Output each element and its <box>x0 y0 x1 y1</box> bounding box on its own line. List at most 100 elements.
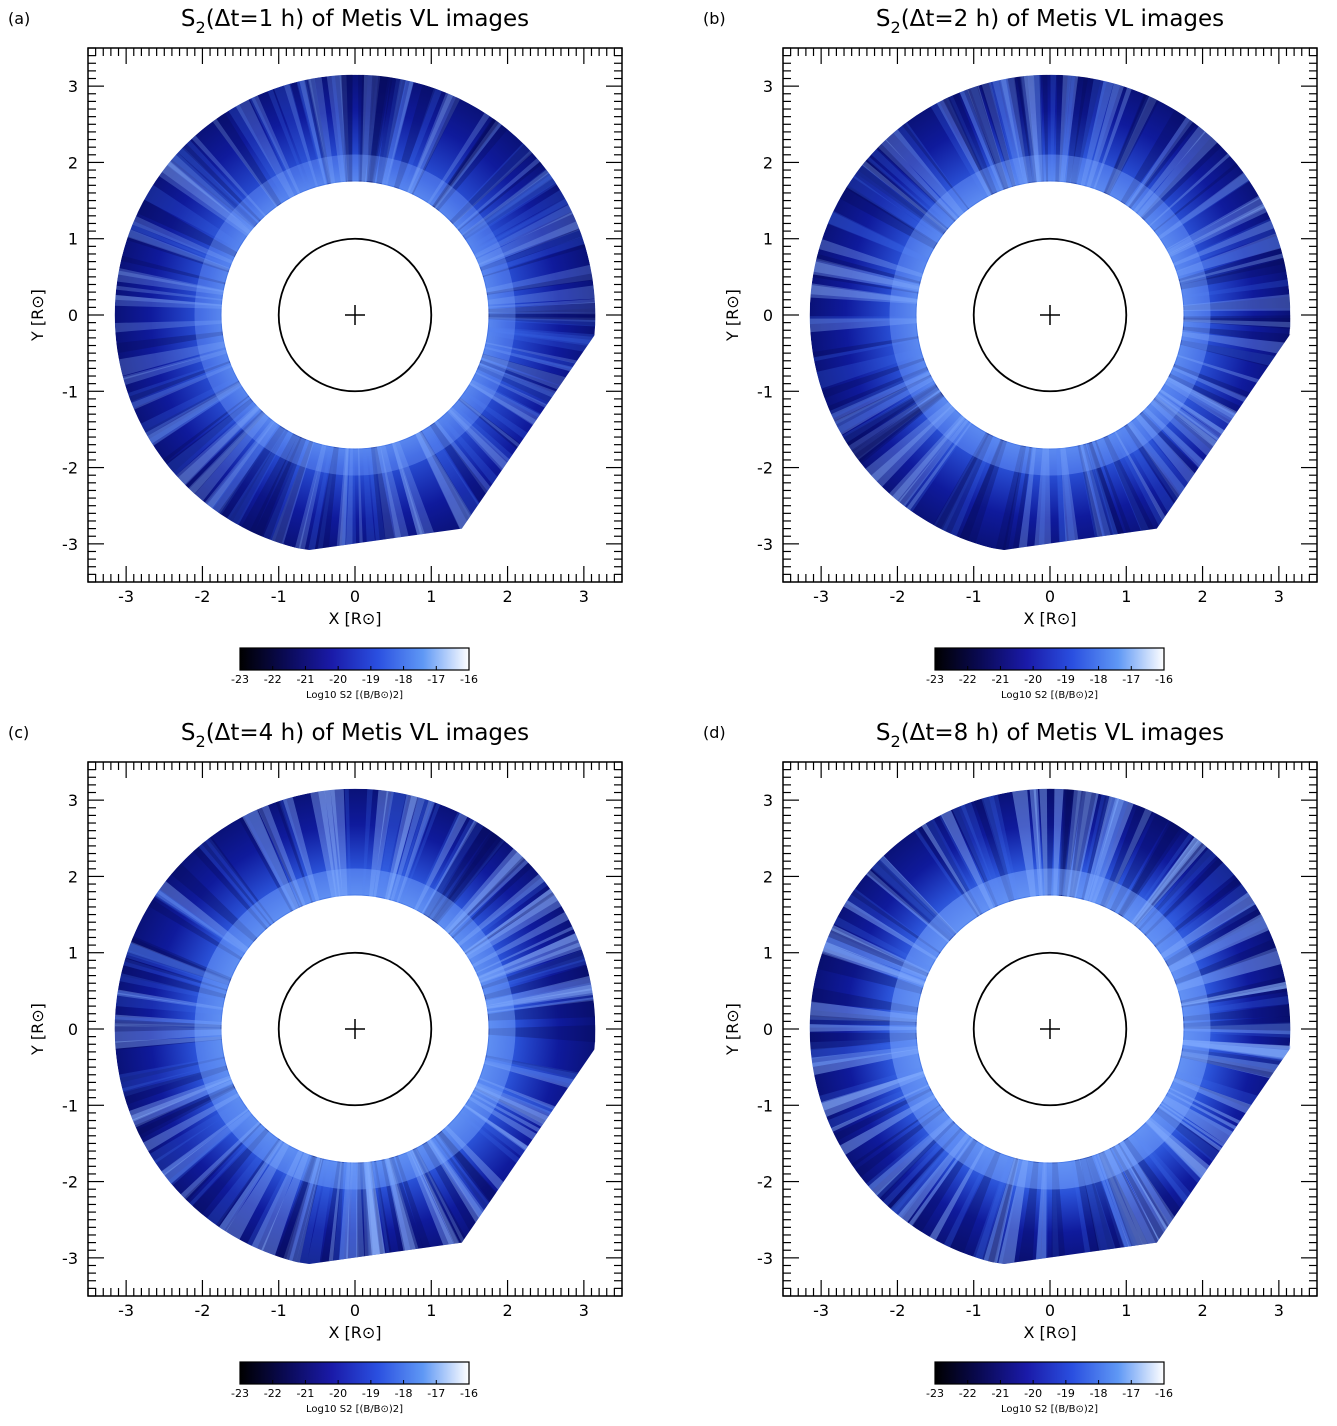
streamer <box>425 1136 498 1238</box>
streamer <box>478 234 590 276</box>
streamer <box>1126 115 1200 211</box>
streamer <box>297 442 327 550</box>
streamer <box>274 796 314 906</box>
streamer <box>809 284 921 303</box>
streamer <box>393 79 438 192</box>
streamer <box>809 260 923 292</box>
streamer <box>233 95 296 201</box>
streamer <box>455 870 549 948</box>
streamer <box>841 182 940 246</box>
streamer <box>1151 159 1242 234</box>
streamer <box>406 88 463 197</box>
streamer <box>823 208 932 264</box>
streamer <box>1176 252 1289 284</box>
streamer <box>809 282 921 305</box>
x-tick-label: -1 <box>966 587 982 606</box>
streamer <box>988 74 1025 188</box>
streamer <box>413 1145 468 1249</box>
streamer <box>151 878 251 955</box>
streamer <box>150 1102 250 1178</box>
streamer <box>482 974 596 1007</box>
streamer <box>1042 74 1049 185</box>
colorbar-label: Log10 S2 [(B/B⊙)2] <box>1001 1404 1098 1415</box>
streamer <box>374 443 406 550</box>
streamer <box>363 1159 382 1264</box>
streamer <box>313 444 339 550</box>
streamer <box>150 886 249 956</box>
streamer <box>430 826 507 926</box>
streamer <box>163 149 258 233</box>
streamer <box>393 438 439 550</box>
colorbar-tick-label: -19 <box>1057 1387 1075 1400</box>
streamer <box>469 195 573 254</box>
colorbar-label: Log10 S2 [(B/B⊙)2] <box>306 1404 403 1415</box>
streamer <box>847 390 947 468</box>
streamer <box>1006 74 1034 186</box>
streamer <box>809 318 920 333</box>
streamer <box>249 90 302 197</box>
streamer <box>1179 331 1291 357</box>
streamer <box>430 114 503 211</box>
streamer <box>484 996 596 1014</box>
streamer <box>1177 339 1291 372</box>
streamer <box>362 788 374 899</box>
streamer <box>203 418 278 513</box>
x-tick-label: 0 <box>1045 1301 1055 1320</box>
streamer <box>209 108 283 209</box>
streamer <box>961 81 1010 193</box>
streamer <box>1080 76 1115 189</box>
streamer <box>844 387 945 463</box>
streamer <box>854 162 948 236</box>
streamer <box>471 202 578 260</box>
streamer <box>369 74 394 186</box>
panel-b: (b) S2(Δt=2 h) of Metis VL images -3 -2 -1 0 1… <box>703 6 1318 701</box>
streamer <box>838 381 939 446</box>
streamer <box>1075 74 1109 188</box>
streamer <box>419 813 487 918</box>
inner-glow <box>194 868 516 1190</box>
colorbar-tick-label: -22 <box>264 673 282 686</box>
streamer <box>158 157 254 236</box>
x-tick-label: 1 <box>1121 1301 1131 1320</box>
x-tick-label: -2 <box>889 1301 905 1320</box>
colorbar <box>239 647 470 671</box>
colorbar-tick-label: -17 <box>1122 1387 1140 1400</box>
streamer <box>1176 246 1290 286</box>
streamer <box>247 433 303 541</box>
inner-glow <box>889 154 1211 476</box>
streamer <box>1087 439 1129 550</box>
streamer <box>1056 445 1069 550</box>
streamer <box>473 924 578 975</box>
streamer <box>830 374 936 436</box>
streamer <box>345 1159 360 1264</box>
streamer <box>1060 74 1072 185</box>
streamer <box>1082 441 1117 550</box>
colorbar-tick-label: -17 <box>427 673 445 686</box>
streamer <box>431 114 511 213</box>
streamer <box>391 440 428 550</box>
streamer <box>282 79 319 190</box>
streamer <box>338 1159 351 1264</box>
streamer <box>1180 296 1291 311</box>
streamer <box>139 182 245 251</box>
streamer <box>114 989 226 1015</box>
streamer <box>157 1108 255 1189</box>
streamer <box>114 294 225 307</box>
streamer <box>370 444 398 550</box>
streamer <box>208 420 282 519</box>
streamer <box>430 114 503 210</box>
streamer <box>485 318 596 327</box>
streamer <box>483 983 596 1010</box>
colorbar-tick-label: -23 <box>926 1387 944 1400</box>
streamer <box>136 375 242 439</box>
streamer <box>426 821 502 923</box>
streamer <box>867 403 958 491</box>
streamer <box>427 1136 496 1235</box>
streamer <box>1180 293 1291 311</box>
streamer <box>839 383 942 455</box>
chart-title: S2(Δt=8 h) of Metis VL images <box>876 720 1224 751</box>
streamer <box>269 438 314 549</box>
streamer <box>1122 421 1193 521</box>
streamer <box>420 1139 489 1243</box>
